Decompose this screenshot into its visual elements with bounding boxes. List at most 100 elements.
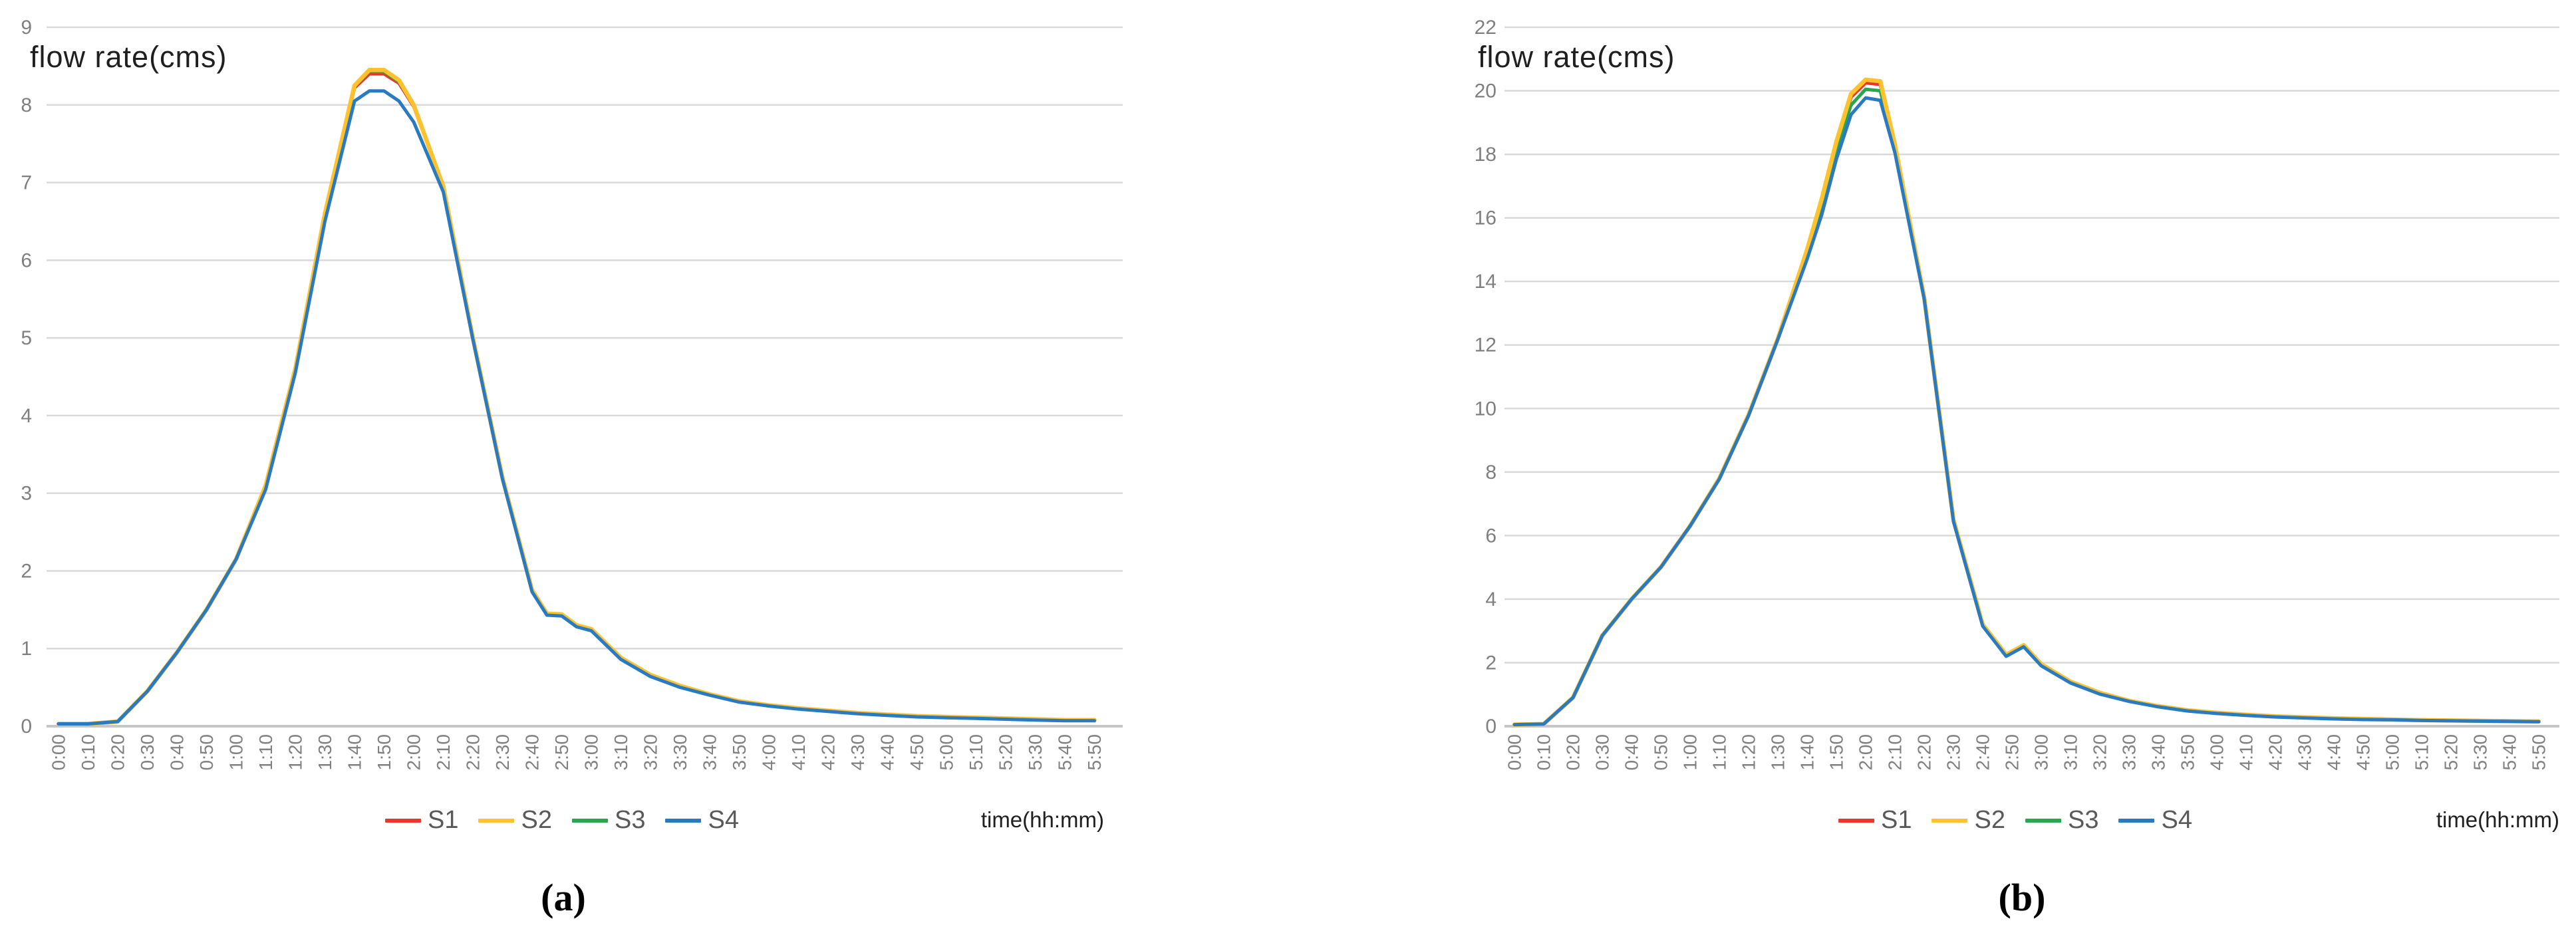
x-tick-label: 2:40 xyxy=(1973,734,1993,771)
x-tick-labels: 0:00 0:10 0:20 0:30 0:40 0:50 1:00 1:10 1:20 1:30… xyxy=(49,734,1105,771)
x-tick-label: 5:10 xyxy=(2412,734,2432,771)
y-tick-label: 3 xyxy=(21,483,32,505)
gridlines xyxy=(1504,26,2559,728)
x-tick-label: 2:40 xyxy=(522,734,543,771)
legend-item-s3: S3 xyxy=(572,806,645,835)
y-tick-label: 16 xyxy=(1475,207,1497,229)
x-tick-label: 5:50 xyxy=(2529,734,2549,771)
legend-label-s4: S4 xyxy=(2161,806,2192,834)
x-tick-label: 3:20 xyxy=(641,734,661,771)
legend-line-swatch-s3 xyxy=(572,818,608,823)
x-tick-label: 5:30 xyxy=(1025,734,1046,771)
legend-item-s2: S2 xyxy=(1932,806,2005,835)
x-tick-label: 0:40 xyxy=(1622,734,1642,771)
x-tick-label: 2:30 xyxy=(1943,734,1964,771)
legend-label-s2: S2 xyxy=(1974,806,2005,834)
x-tick-label: 1:40 xyxy=(1797,734,1818,771)
x-tick-label: 0:00 xyxy=(1504,734,1525,771)
x-tick-label: 0:30 xyxy=(137,734,158,771)
x-tick-label: 2:30 xyxy=(492,734,513,771)
x-tick-label: 4:00 xyxy=(2207,734,2227,771)
series-lines xyxy=(56,67,1097,726)
x-tick-label: 0:50 xyxy=(1651,734,1671,771)
x-tick-labels: 0:00 0:10 0:20 0:30 0:40 0:50 1:00 1:10 1:20 1:30… xyxy=(1504,734,2549,771)
x-tick-label: 5:20 xyxy=(2441,734,2462,771)
x-tick-label: 2:50 xyxy=(2002,734,2023,771)
x-tick-label: 4:40 xyxy=(877,734,898,771)
y-tick-label: 12 xyxy=(1475,335,1497,356)
legend-line-swatch-s3 xyxy=(2025,818,2061,823)
x-tick-label: 4:40 xyxy=(2324,734,2345,771)
legend-line-swatch-s2 xyxy=(478,818,515,823)
x-tick-label: 3:40 xyxy=(700,734,720,771)
legend-line-swatch-s2 xyxy=(1932,818,1968,823)
series-line-s1 xyxy=(1512,81,2541,727)
x-tick-label: 2:00 xyxy=(404,734,424,771)
x-tick-label: 4:50 xyxy=(2353,734,2374,771)
x-tick-label: 1:10 xyxy=(1709,734,1730,771)
x-tick-label: 4:10 xyxy=(788,734,809,771)
x-tick-label: 2:10 xyxy=(1885,734,1906,771)
y-tick-label: 4 xyxy=(21,405,32,427)
gridlines xyxy=(47,26,1123,728)
legend-item-s3: S3 xyxy=(2025,806,2098,835)
y-tick-label: 9 xyxy=(21,17,32,39)
x-tick-label: 2:10 xyxy=(433,734,454,771)
y-tick-label: 7 xyxy=(21,172,32,194)
panel-a-legend: S1 S2 S3 S4 xyxy=(385,806,739,835)
y-tick-label: 18 xyxy=(1475,144,1497,166)
x-tick-label: 4:50 xyxy=(907,734,927,771)
x-tick-label: 0:20 xyxy=(108,734,128,771)
legend-label-s3: S3 xyxy=(615,806,646,834)
legend-label-s4: S4 xyxy=(708,806,739,834)
series-line-s4 xyxy=(57,89,1096,726)
x-tick-label: 2:20 xyxy=(463,734,484,771)
panel-b-caption: (b) xyxy=(1998,876,2046,919)
x-tick-label: 3:00 xyxy=(2031,734,2052,771)
x-tick-label: 3:10 xyxy=(611,734,631,771)
y-tick-label: 4 xyxy=(1485,589,1497,610)
legend-label-s1: S1 xyxy=(428,806,459,834)
y-tick-labels: 0 2 4 6 8 10 12 14 16 18 20 22 xyxy=(1475,17,1497,738)
panel-a-x-axis-title: time(hh:mm) xyxy=(980,807,1104,832)
panel-a-caption: (a) xyxy=(541,876,586,919)
x-tick-label: 1:50 xyxy=(1826,734,1847,771)
x-tick-label: 0:20 xyxy=(1563,734,1584,771)
panel-a: 0 1 2 3 4 5 6 7 8 9 0:00 0:10 0:20 0:30 0:40 0:50 1:00 1:… xyxy=(21,17,1123,771)
y-tick-label: 20 xyxy=(1475,80,1497,102)
x-tick-label: 1:20 xyxy=(285,734,306,771)
x-tick-label: 3:10 xyxy=(2061,734,2081,771)
y-tick-label: 5 xyxy=(21,327,32,349)
x-tick-label: 0:30 xyxy=(1592,734,1613,771)
x-tick-label: 5:10 xyxy=(966,734,986,771)
legend-label-s2: S2 xyxy=(521,806,552,834)
x-tick-label: 5:40 xyxy=(2500,734,2520,771)
x-tick-label: 5:00 xyxy=(936,734,957,771)
legend-line-swatch-s4 xyxy=(2118,818,2155,823)
legend-line-swatch-s1 xyxy=(1838,818,1875,823)
x-tick-label: 3:30 xyxy=(670,734,690,771)
x-tick-label: 5:50 xyxy=(1084,734,1105,771)
x-tick-label: 0:40 xyxy=(167,734,188,771)
series-line-s3 xyxy=(1512,87,2541,727)
y-tick-label: 22 xyxy=(1475,17,1497,39)
y-tick-label: 14 xyxy=(1475,271,1497,293)
legend-item-s1: S1 xyxy=(1838,806,1912,835)
x-tick-label: 3:30 xyxy=(2119,734,2140,771)
y-tick-label: 6 xyxy=(21,249,32,271)
panel-b-legend: S1 S2 S3 S4 xyxy=(1838,806,2192,835)
panel-b-y-axis-title: flow rate(cms) xyxy=(1478,40,1675,74)
x-tick-label: 5:30 xyxy=(2470,734,2491,771)
x-tick-label: 5:20 xyxy=(996,734,1016,771)
y-tick-label: 8 xyxy=(21,94,32,116)
y-tick-label: 2 xyxy=(1485,652,1497,674)
panel-a-y-axis-title: flow rate(cms) xyxy=(30,40,227,74)
x-tick-label: 1:30 xyxy=(315,734,335,771)
y-tick-label: 10 xyxy=(1475,398,1497,420)
legend-item-s1: S1 xyxy=(385,806,459,835)
x-tick-label: 5:00 xyxy=(2382,734,2403,771)
y-tick-label: 6 xyxy=(1485,525,1497,547)
x-tick-label: 1:20 xyxy=(1739,734,1759,771)
